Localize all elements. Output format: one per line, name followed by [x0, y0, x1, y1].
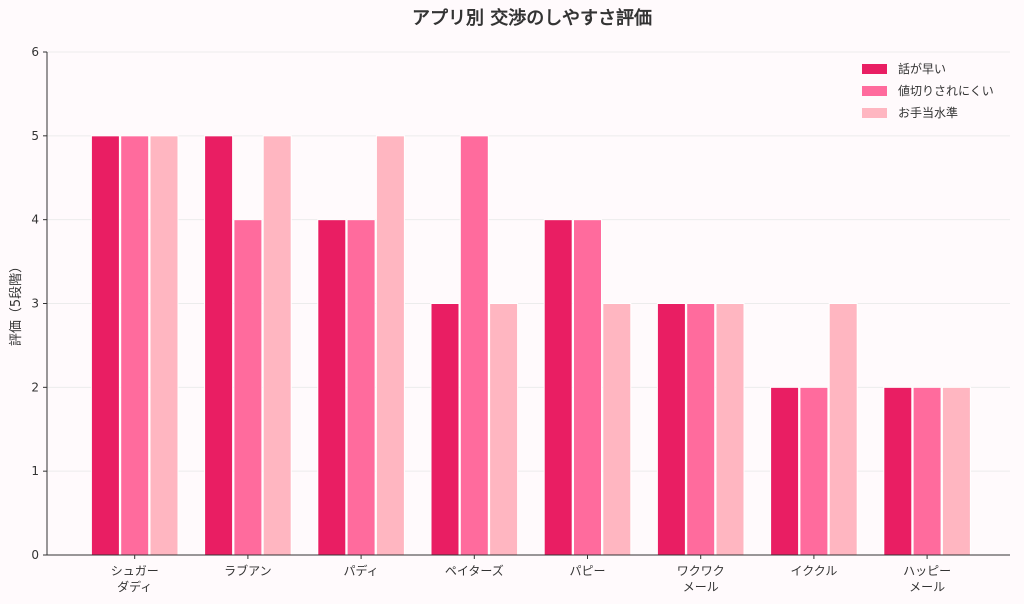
bar: [90, 135, 120, 556]
y-tick-label: 5: [31, 129, 39, 143]
bar: [602, 303, 632, 556]
y-axis-label: 評価（5段階）: [9, 260, 24, 346]
bar: [770, 386, 800, 556]
x-tick-labels: シュガーダディ ラブアン パディ ペイターズ パピー ワクワクメール イククル ハッピーメール: [111, 563, 951, 594]
bar: [543, 219, 573, 556]
y-tick-label: 2: [31, 380, 39, 394]
bar: [120, 135, 150, 556]
bar: [375, 135, 405, 556]
bar: [204, 135, 234, 556]
x-tick-label: ワクワクメール: [677, 564, 725, 594]
x-tick-label: パディ: [344, 563, 379, 578]
x-tick-label: シュガーダディ: [111, 564, 159, 594]
y-tick-labels: 0 1 2 3 4 5 6: [31, 45, 39, 562]
bar: [459, 135, 489, 556]
legend-swatch: [862, 108, 887, 118]
bar: [233, 219, 263, 556]
legend-swatch: [862, 86, 887, 96]
bar: [883, 386, 913, 556]
legend-label: 値切りされにくい: [898, 83, 994, 98]
bar: [799, 386, 829, 556]
y-tick-label: 3: [31, 297, 39, 311]
bars: [90, 135, 971, 556]
bar: [430, 303, 460, 556]
legend-swatch: [862, 64, 887, 74]
bar: [941, 386, 971, 556]
x-tick-label: ハッピーメール: [903, 564, 951, 594]
bar: [573, 219, 602, 556]
bar: [715, 303, 745, 556]
bar: [828, 303, 858, 556]
bar: [912, 386, 942, 556]
bar: [262, 135, 292, 556]
bar: [149, 135, 179, 556]
bar: [346, 219, 376, 556]
legend-label: お手当水準: [898, 105, 958, 120]
bar: [686, 303, 716, 556]
y-tick-label: 1: [31, 464, 39, 478]
y-tick-label: 6: [31, 45, 39, 59]
legend-label: 話が早い: [898, 61, 946, 76]
bar: [656, 303, 686, 556]
x-tick-label: イククル: [790, 564, 837, 578]
x-tick-label: ラブアン: [224, 563, 272, 578]
x-tick-label: ペイターズ: [445, 563, 504, 578]
x-tick-label: パピー: [569, 564, 605, 578]
y-tick-label: 0: [31, 548, 39, 562]
axes: [43, 51, 1010, 559]
y-tick-label: 4: [31, 213, 39, 227]
chart-title: アプリ別 交渉のしやすさ評価: [412, 7, 652, 29]
bar: [317, 219, 347, 556]
bar: [489, 303, 519, 556]
